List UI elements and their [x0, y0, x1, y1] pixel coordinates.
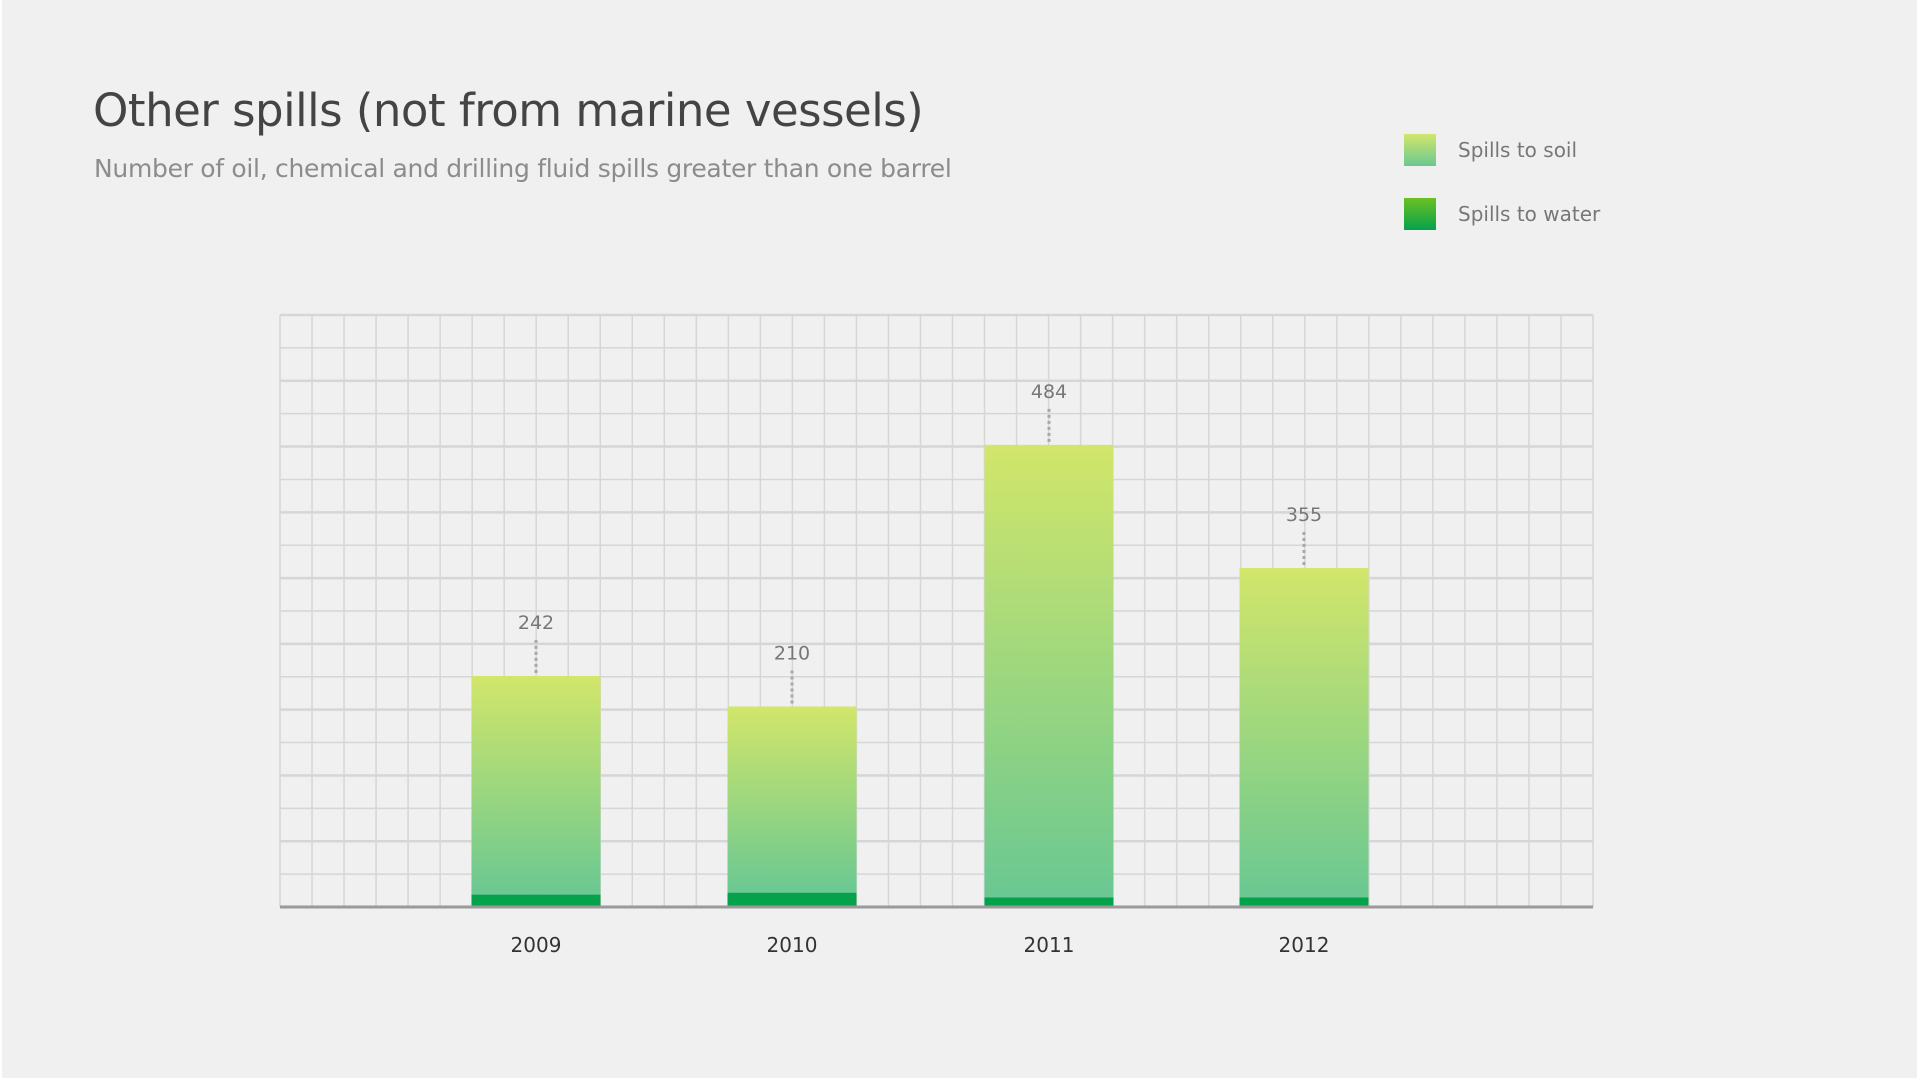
bar-spills-to-water-2010	[727, 892, 857, 907]
bar-spills-to-soil-2010	[727, 706, 857, 893]
value-label-2012: 355	[1286, 504, 1322, 526]
legend-swatch-water	[1404, 198, 1436, 230]
bars-group	[471, 444, 1369, 907]
x-tick-label-2011: 2011	[1024, 933, 1075, 957]
value-label-2009: 242	[518, 612, 554, 634]
legend-item-spills-to-water: Spills to water	[1404, 197, 1600, 231]
legend-label-soil: Spills to soil	[1458, 138, 1578, 162]
bar-spills-to-soil-2011	[984, 444, 1114, 898]
value-label-2010: 210	[774, 642, 810, 664]
bar-spills-to-water-2009	[471, 894, 601, 907]
legend-label-water: Spills to water	[1458, 202, 1601, 226]
x-tick-label-2012: 2012	[1279, 933, 1330, 957]
legend-item-spills-to-soil: Spills to soil	[1404, 133, 1577, 167]
value-label-2011: 484	[1031, 381, 1067, 403]
bar-spills-to-soil-2012	[1239, 568, 1369, 898]
x-tick-label-2010: 2010	[767, 933, 818, 957]
bar-spills-to-soil-2009	[471, 675, 601, 895]
bar-spills-to-water-2011	[984, 897, 1114, 907]
legend-swatch-soil	[1404, 134, 1436, 166]
bar-spills-to-water-2012	[1239, 897, 1369, 907]
chart-subtitle: Number of oil, chemical and drilling flu…	[94, 154, 952, 183]
chart-title: Other spills (not from marine vessels)	[93, 84, 924, 137]
x-tick-label-2009: 2009	[511, 933, 562, 957]
labels-group: 242 2009 210 2010 484 2011 355 2012	[511, 381, 1330, 957]
